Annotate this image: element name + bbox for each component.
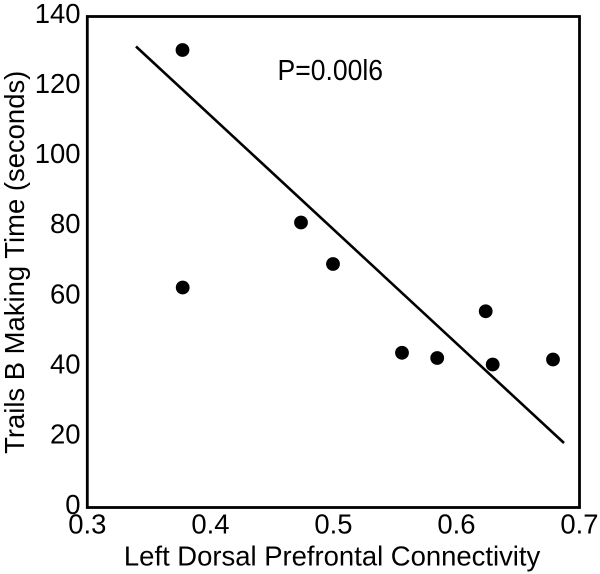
svg-text:0.7: 0.7 <box>560 509 598 540</box>
svg-text:120: 120 <box>35 68 81 99</box>
svg-text:Trails B Making Time (seconds): Trails B Making Time (seconds) <box>0 71 30 454</box>
svg-text:140: 140 <box>35 0 81 29</box>
svg-text:0.5: 0.5 <box>314 509 352 540</box>
svg-text:0.3: 0.3 <box>68 509 106 540</box>
svg-text:60: 60 <box>50 278 81 309</box>
svg-text:0: 0 <box>65 489 80 520</box>
svg-text:100: 100 <box>35 138 81 169</box>
svg-text:P=0.00l6: P=0.00l6 <box>278 55 384 87</box>
svg-text:Left Dorsal Prefrontal Connect: Left Dorsal Prefrontal Connectivity <box>124 541 541 572</box>
svg-text:40: 40 <box>50 349 81 380</box>
svg-text:0.4: 0.4 <box>191 509 229 540</box>
svg-text:0.6: 0.6 <box>437 509 475 540</box>
svg-text:20: 20 <box>50 419 81 450</box>
svg-text:80: 80 <box>50 208 81 239</box>
